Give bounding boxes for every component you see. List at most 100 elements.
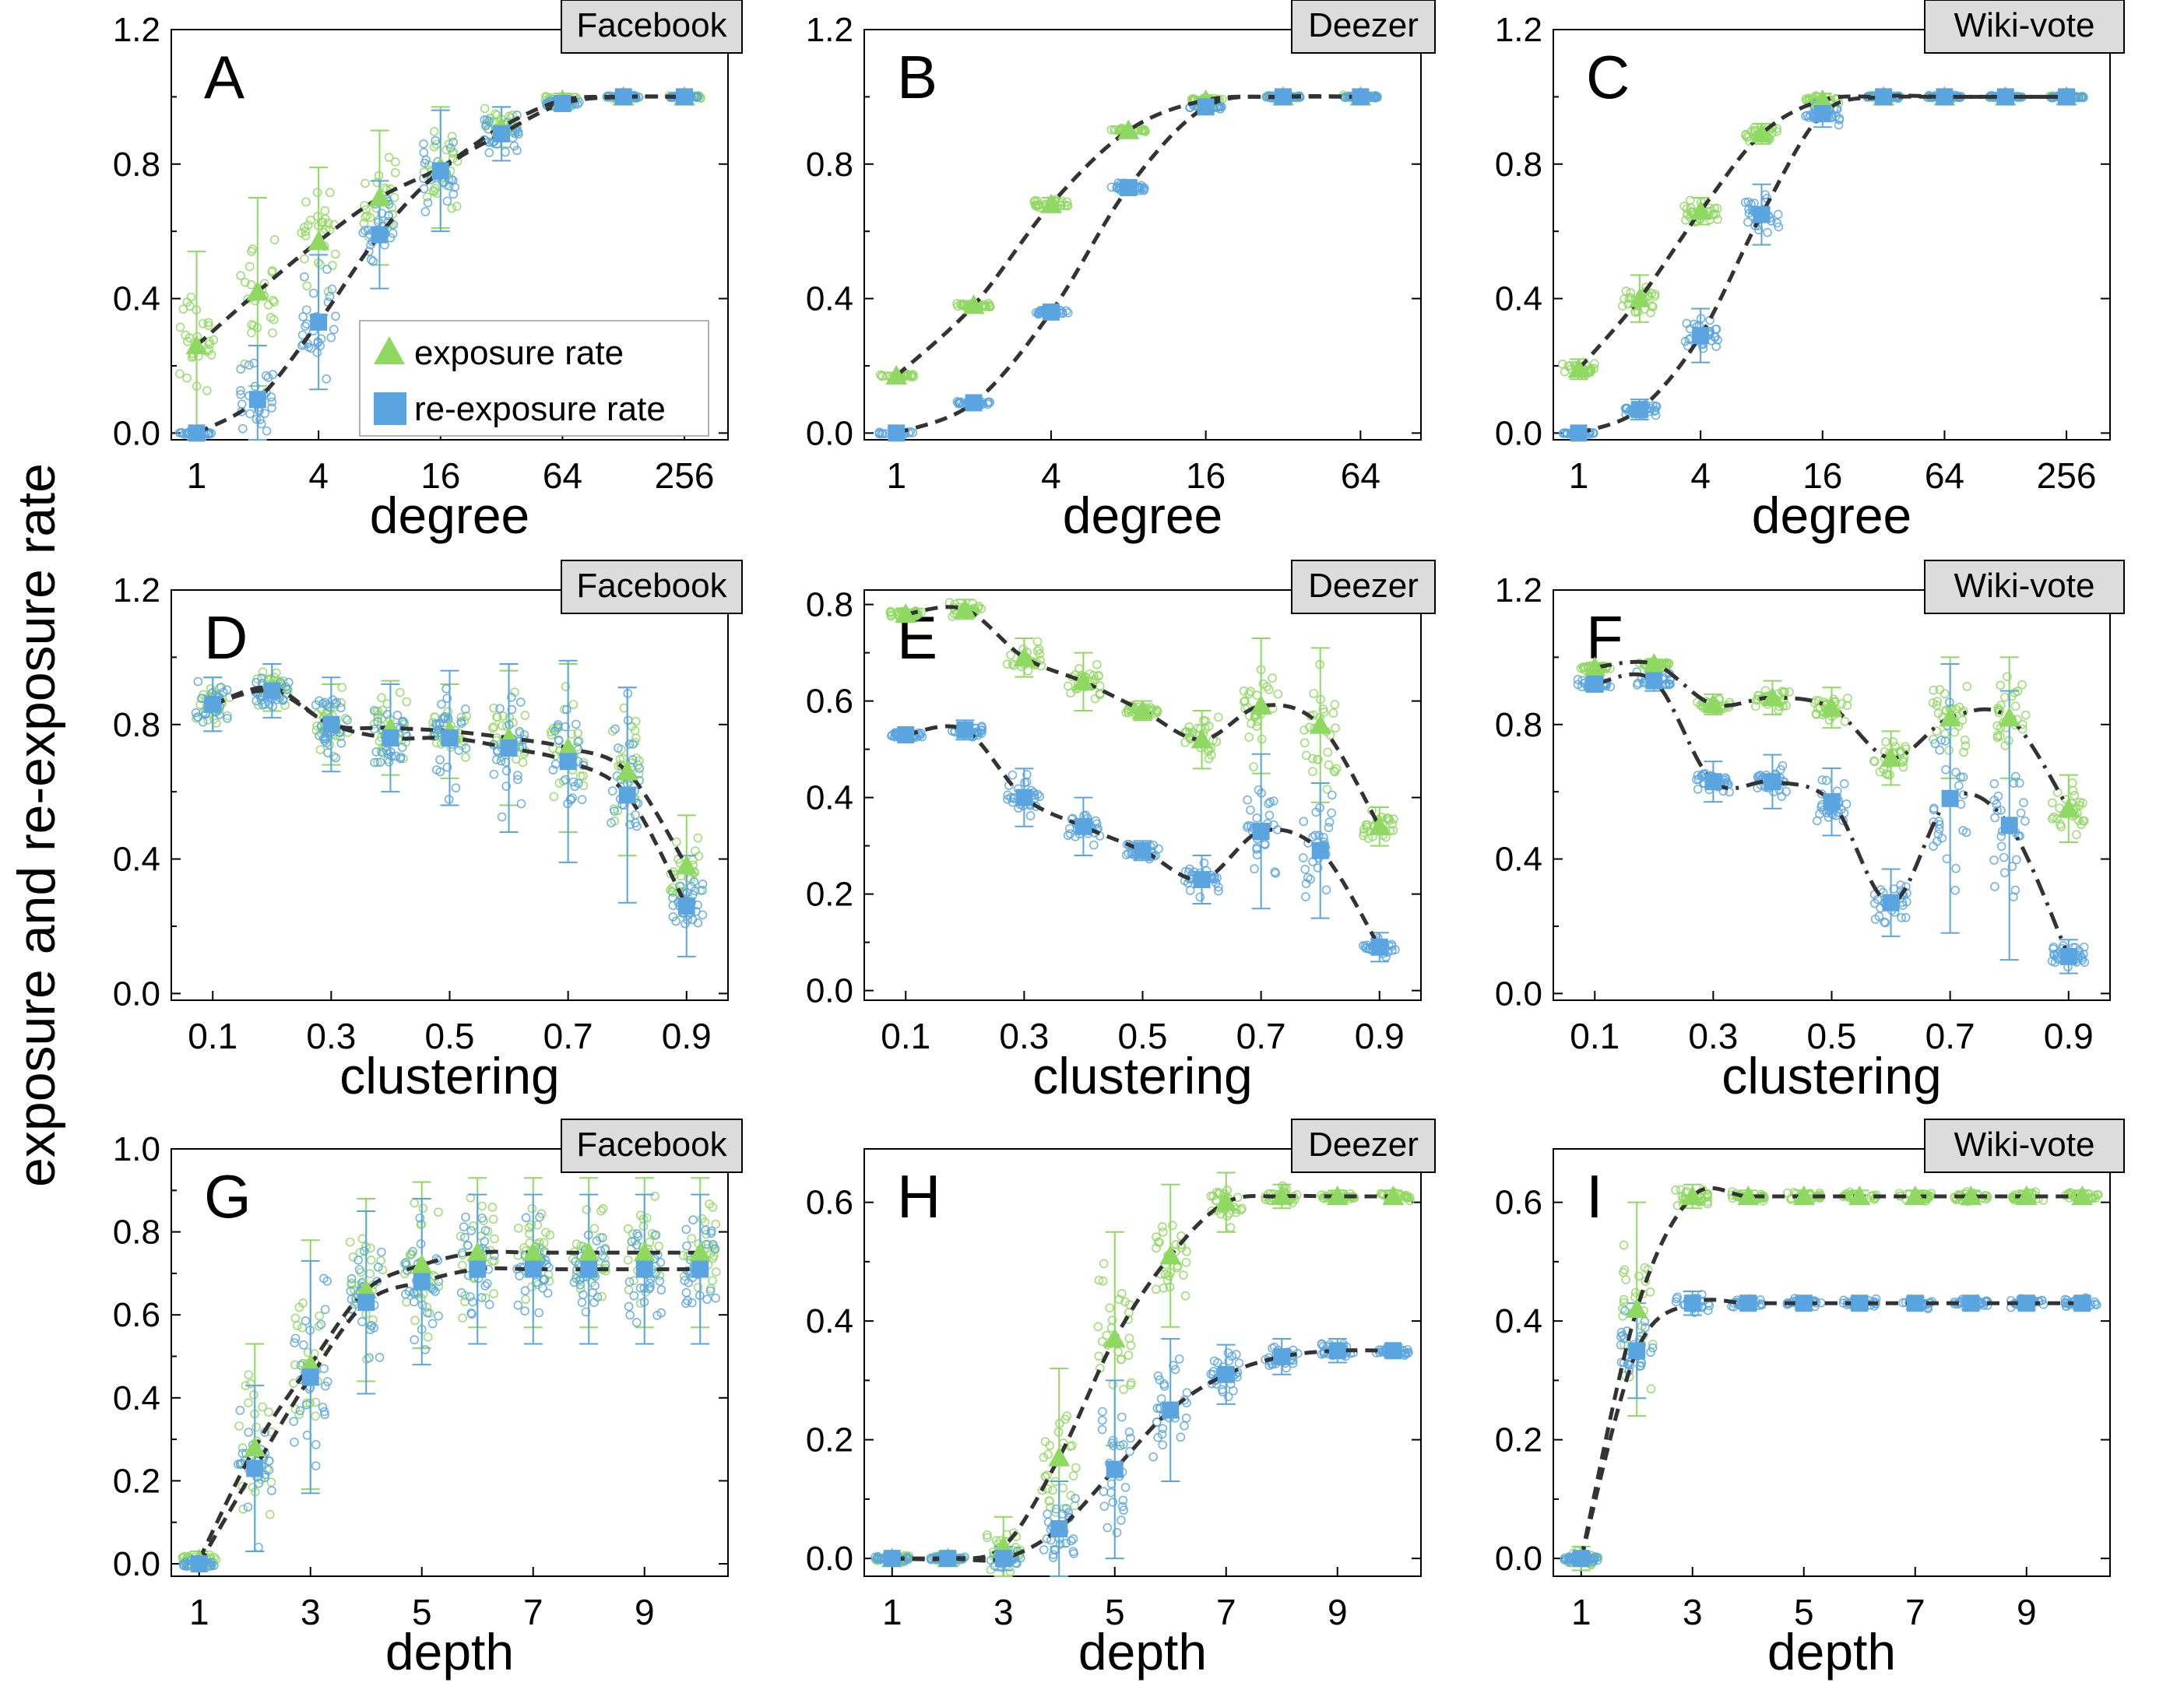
raw-point	[419, 148, 429, 157]
raw-point	[1363, 834, 1373, 843]
network-tag-box	[1291, 0, 1436, 54]
raw-point	[252, 674, 262, 683]
raw-point	[297, 228, 307, 237]
series-reexposure	[191, 659, 708, 957]
raw-point	[1840, 717, 1850, 726]
raw-point	[1068, 1471, 1078, 1480]
raw-point	[1325, 730, 1335, 740]
raw-point	[1359, 824, 1369, 834]
raw-point	[311, 1461, 321, 1470]
raw-point	[645, 1278, 655, 1288]
mean-marker-reexposure	[371, 226, 389, 244]
raw-point	[252, 323, 262, 332]
raw-point	[1300, 865, 1310, 874]
raw-point	[624, 739, 635, 749]
raw-point	[1989, 779, 1999, 789]
raw-point	[2068, 785, 2078, 796]
raw-point	[693, 92, 702, 101]
raw-point	[1958, 826, 1968, 835]
mean-marker-reexposure	[1120, 179, 1138, 197]
raw-point	[244, 262, 255, 272]
raw-point	[420, 1345, 430, 1354]
series-exposure	[1576, 656, 2089, 843]
raw-point	[2070, 790, 2080, 800]
raw-point	[1961, 741, 1971, 750]
raw-point	[182, 373, 192, 383]
raw-point	[1619, 1240, 1629, 1250]
mean-marker-reexposure	[883, 1550, 901, 1568]
raw-point	[410, 1335, 420, 1345]
raw-point	[1180, 1291, 1190, 1301]
y-tick-label: 0.4	[806, 1302, 853, 1340]
raw-point	[915, 731, 925, 740]
raw-point	[314, 1321, 324, 1331]
raw-point	[204, 429, 214, 439]
raw-point	[1170, 1365, 1180, 1375]
mean-marker-exposure	[1271, 1185, 1293, 1206]
raw-point	[269, 235, 280, 244]
raw-point	[371, 707, 381, 717]
x-tick-label: 9	[635, 1592, 655, 1632]
series-reexposure	[1558, 90, 2088, 439]
raw-point	[1092, 659, 1102, 669]
raw-point	[1990, 882, 1999, 891]
mean-marker-exposure	[1215, 1191, 1237, 1211]
raw-point	[1126, 1433, 1135, 1443]
raw-point	[1109, 1441, 1118, 1451]
raw-point	[1222, 1211, 1232, 1221]
raw-point	[1676, 1185, 1686, 1195]
mean-marker-exposure	[1880, 746, 1902, 767]
raw-point	[1710, 203, 1719, 213]
raw-point	[1777, 792, 1787, 801]
raw-point	[1724, 779, 1733, 789]
raw-point	[1321, 885, 1331, 895]
raw-point	[269, 296, 278, 305]
raw-point	[2077, 92, 2086, 102]
raw-point	[515, 1271, 524, 1280]
raw-point	[1318, 1341, 1328, 1351]
raw-point	[423, 1332, 433, 1342]
legend-box	[359, 320, 709, 437]
x-tick-label: 0.5	[1807, 1016, 1857, 1056]
x-axis-label: depth	[385, 1623, 514, 1681]
raw-point	[1106, 1488, 1116, 1498]
raw-point	[373, 717, 382, 726]
raw-point	[297, 341, 307, 350]
raw-point	[633, 1231, 643, 1241]
raw-point	[300, 254, 309, 264]
raw-point	[459, 1222, 469, 1231]
raw-point	[323, 702, 333, 711]
raw-point	[1152, 1284, 1161, 1294]
raw-point	[1941, 764, 1950, 774]
y-tick-label: 1.2	[113, 571, 160, 609]
raw-point	[488, 1214, 498, 1224]
mean-marker-reexposure	[524, 1260, 542, 1278]
raw-point	[1268, 796, 1278, 806]
raw-point	[597, 1291, 607, 1301]
raw-point	[1993, 792, 2003, 801]
raw-point	[1003, 795, 1012, 804]
raw-point	[1382, 813, 1392, 823]
raw-point	[1693, 771, 1703, 780]
raw-point	[953, 301, 962, 311]
mean-marker-exposure	[1326, 1185, 1349, 1206]
x-tick-label: 9	[2017, 1592, 2037, 1632]
raw-point	[1148, 1452, 1159, 1462]
raw-point	[1578, 662, 1588, 672]
raw-point	[1206, 1191, 1216, 1201]
mean-marker-reexposure	[1704, 773, 1722, 791]
raw-point	[1025, 811, 1036, 820]
raw-point	[434, 1311, 443, 1321]
x-tick-label: 16	[1802, 455, 1842, 496]
raw-point	[2077, 820, 2086, 830]
raw-point	[1308, 832, 1317, 842]
raw-point	[235, 1406, 245, 1415]
network-tag: Wiki-vote	[1924, 560, 2125, 614]
raw-point	[1058, 1483, 1067, 1493]
mean-marker-reexposure	[1384, 1342, 1402, 1360]
y-tick-label: 0.4	[806, 280, 853, 318]
mean-marker-exposure	[410, 1254, 433, 1274]
raw-point	[315, 1311, 325, 1321]
raw-point	[366, 255, 376, 265]
raw-point	[631, 818, 640, 827]
